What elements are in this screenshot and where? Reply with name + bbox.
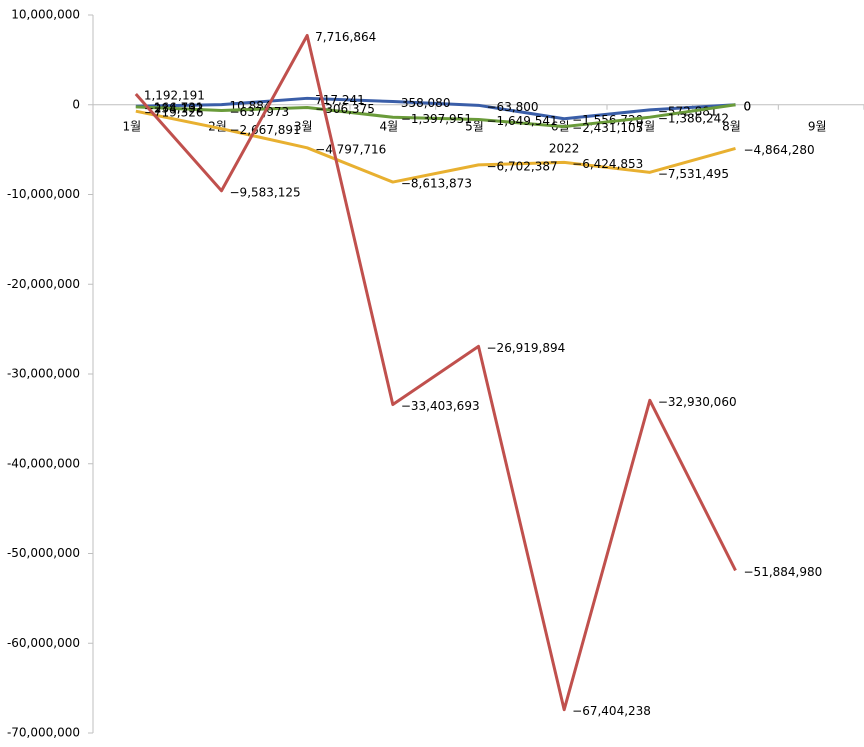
y-tick-label: -70,000,000 (7, 726, 80, 740)
data-label: −6,702,387 (487, 159, 558, 173)
x-tick-label: 8월 (722, 119, 741, 133)
data-label: −637,973 (230, 105, 290, 119)
data-label: −719,326 (144, 106, 204, 120)
x-axis-title: 2022 (549, 141, 580, 155)
x-tick-label: 9월 (808, 119, 827, 133)
x-tick-label: 3월 (294, 119, 313, 133)
series-line (134, 33, 737, 712)
y-tick-label: 0 (72, 97, 80, 111)
data-label: −33,403,693 (401, 399, 480, 413)
y-tick-label: -30,000,000 (7, 367, 80, 381)
x-tick-label: 7월 (636, 119, 655, 133)
y-tick-label: -50,000,000 (7, 546, 80, 560)
y-tick-label: 10,000,000 (11, 8, 80, 22)
data-label: 7,716,864 (315, 30, 376, 44)
series-line (135, 96, 736, 121)
data-label: −67,404,238 (572, 704, 651, 718)
data-label: −6,424,853 (572, 157, 643, 171)
y-tick-label: -40,000,000 (7, 456, 80, 470)
data-label: −7,531,495 (658, 167, 729, 181)
data-label: −4,864,280 (744, 143, 815, 157)
data-label: −234,192 (144, 101, 204, 115)
data-label: 0 (744, 99, 752, 113)
y-tick-label: -20,000,000 (7, 277, 80, 291)
data-label: −4,797,716 (315, 142, 386, 156)
data-label: −32,930,060 (658, 395, 737, 409)
data-label: 358,080 (401, 96, 451, 110)
x-tick-label: 4월 (379, 119, 398, 133)
data-label: −63,800 (487, 100, 539, 114)
data-label: −1,386,242 (658, 112, 729, 126)
data-label: −306,375 (315, 102, 375, 116)
series-line (135, 109, 736, 184)
series-line (135, 103, 736, 129)
y-tick-label: -10,000,000 (7, 187, 80, 201)
y-tick-label: -60,000,000 (7, 636, 80, 650)
data-label: −1,649,541 (487, 114, 558, 128)
data-label: 0 (744, 99, 752, 113)
x-tick-label: 5월 (465, 119, 484, 133)
data-label: 1,192,191 (144, 89, 205, 103)
data-label: −51,884,980 (744, 565, 823, 579)
data-label: −2,431,105 (572, 121, 643, 135)
data-label: −26,919,894 (487, 341, 566, 355)
data-label: 717,241 (315, 93, 365, 107)
data-label: −2,667,891 (230, 123, 301, 137)
data-label: −8,613,873 (401, 177, 472, 191)
data-label: −9,583,125 (230, 185, 301, 199)
data-label: −1,397,951 (401, 112, 472, 126)
x-tick-label: 1월 (122, 119, 141, 133)
